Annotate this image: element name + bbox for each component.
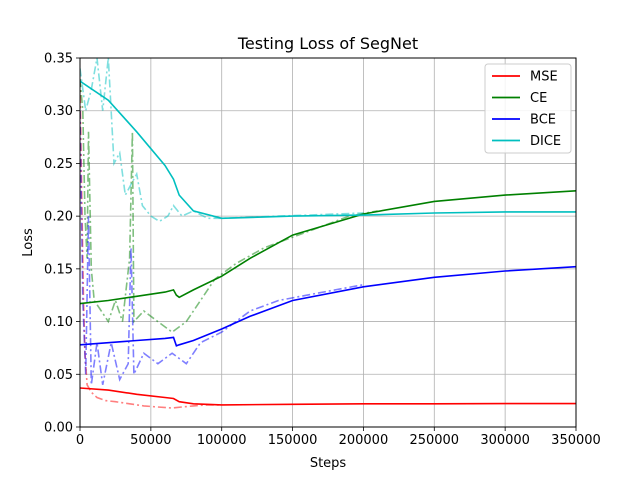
y-axis-ticks: 0.00 0.05 0.10 0.15 0.20 0.25 0.30 0.35 bbox=[44, 52, 80, 436]
y-axis-label: Loss bbox=[21, 228, 36, 257]
y-tick-label: 0.25 bbox=[44, 157, 73, 172]
x-tick-label: 150000 bbox=[268, 433, 318, 448]
series-ce-line bbox=[80, 190, 576, 305]
legend-label-dice: DICE bbox=[530, 134, 561, 149]
series-dice-line bbox=[80, 80, 576, 220]
legend: MSE CE BCE DICE bbox=[484, 63, 572, 154]
chart-title: Testing Loss of SegNet bbox=[237, 34, 418, 53]
x-tick-label: 350000 bbox=[551, 433, 601, 448]
smoothed-series-layer bbox=[80, 80, 576, 406]
y-tick-label: 0.00 bbox=[44, 421, 73, 436]
series-bce-line bbox=[80, 265, 576, 347]
x-tick-label: 100000 bbox=[197, 433, 247, 448]
x-tick-label: 50000 bbox=[130, 433, 171, 448]
y-tick-label: 0.35 bbox=[44, 52, 73, 67]
y-tick-label: 0.05 bbox=[44, 368, 73, 383]
x-tick-label: 250000 bbox=[409, 433, 459, 448]
x-tick-label: 200000 bbox=[339, 433, 389, 448]
series-ce-raw-line bbox=[80, 79, 378, 334]
legend-label-mse: MSE bbox=[530, 70, 558, 85]
plot-frame bbox=[79, 57, 577, 428]
legend-label-ce: CE bbox=[530, 91, 547, 106]
x-axis-ticks: 0 50000 100000 150000 200000 250000 300000 3500… bbox=[76, 427, 601, 448]
y-tick-label: 0.15 bbox=[44, 262, 73, 277]
legend-box bbox=[484, 63, 572, 154]
x-tick-label: 300000 bbox=[480, 433, 530, 448]
series-bce-raw-line bbox=[80, 110, 364, 385]
x-axis-label: Steps bbox=[310, 456, 347, 471]
y-tick-label: 0.10 bbox=[44, 315, 73, 330]
series-mse-line bbox=[80, 387, 576, 406]
x-tick-label: 0 bbox=[76, 433, 84, 448]
y-tick-label: 0.30 bbox=[44, 104, 73, 119]
y-tick-label: 0.20 bbox=[44, 210, 73, 225]
legend-label-bce: BCE bbox=[530, 113, 556, 128]
